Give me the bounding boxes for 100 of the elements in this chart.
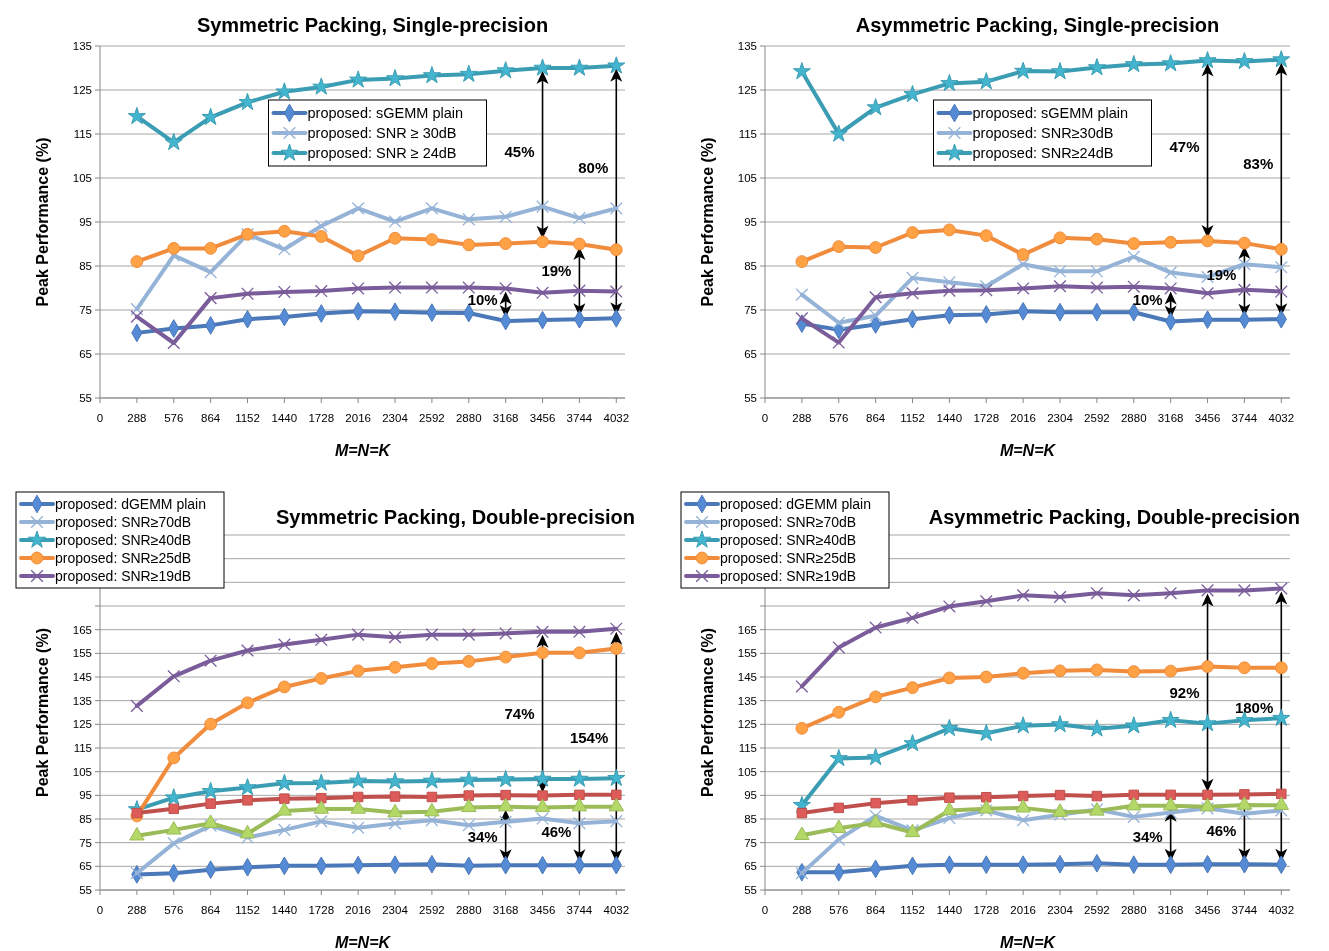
- legend-label: proposed: SNR≥24dB: [972, 145, 1114, 162]
- y-tick-label: 105: [737, 172, 757, 185]
- annotation: 10%: [467, 290, 498, 308]
- x-tick-label: 2016: [345, 412, 371, 424]
- annotation: 19%: [1206, 265, 1237, 283]
- legend-label: proposed: SNR≥19dB: [55, 567, 192, 584]
- legend-label: proposed: SNR≥25dB: [55, 549, 192, 566]
- y-tick-label: 125: [737, 84, 757, 97]
- x-tick-label: 864: [201, 904, 221, 916]
- annotation: 180%: [1234, 698, 1274, 716]
- x-tick-label: 2304: [1047, 412, 1074, 424]
- x-tick-label: 3168: [492, 904, 519, 916]
- x-tick-label: 3456: [529, 412, 556, 424]
- annotation: 34%: [467, 828, 498, 846]
- legend-label: proposed: dGEMM plain: [720, 495, 871, 512]
- y-axis-title: Peak Performance (%): [34, 628, 51, 797]
- y-tick-label: 55: [744, 392, 757, 405]
- legend-label: proposed: sGEMM plain: [307, 105, 464, 122]
- y-tick-label: 85: [744, 813, 757, 826]
- chart-title: Symmetric Packing, Double-precision: [276, 506, 635, 528]
- y-tick-label: 85: [79, 260, 92, 273]
- x-axis-title: M=N=K: [334, 934, 392, 951]
- x-axis-title: M=N=K: [999, 934, 1057, 951]
- y-tick-label: 125: [72, 718, 92, 731]
- x-tick-label: 1728: [973, 412, 1000, 424]
- x-tick-label: 0: [761, 412, 769, 424]
- x-tick-label: 576: [164, 412, 184, 424]
- y-tick-label: 105: [72, 765, 92, 778]
- x-axis-title: M=N=K: [999, 442, 1057, 459]
- x-tick-label: 2592: [419, 904, 445, 916]
- annotation: 47%: [1169, 138, 1200, 156]
- y-tick-label: 135: [72, 40, 92, 53]
- annotation: 92%: [1169, 683, 1200, 701]
- legend-label: proposed: SNR≥25dB: [720, 549, 857, 566]
- chart-title: Asymmetric Packing, Single-precision: [855, 14, 1220, 36]
- x-tick-label: 576: [164, 904, 184, 916]
- x-tick-label: 2880: [455, 904, 482, 916]
- y-axis-title: Peak Performance (%): [699, 628, 716, 797]
- y-tick-label: 165: [72, 623, 92, 636]
- y-tick-label: 155: [72, 647, 92, 660]
- annotation: 74%: [504, 704, 535, 722]
- y-tick-label: 105: [737, 765, 757, 778]
- x-tick-label: 1440: [936, 904, 963, 916]
- x-tick-label: 2304: [1047, 904, 1074, 916]
- x-tick-label: 1440: [271, 904, 298, 916]
- x-tick-label: 2304: [382, 904, 409, 916]
- y-tick-label: 135: [737, 40, 757, 53]
- annotation: 80%: [578, 158, 609, 176]
- y-tick-label: 55: [79, 392, 92, 405]
- x-tick-label: 4032: [603, 412, 630, 424]
- annotation: 19%: [541, 262, 572, 280]
- x-tick-label: 3744: [566, 412, 593, 424]
- x-tick-label: 3744: [566, 904, 593, 916]
- legend-label: proposed: sGEMM plain: [972, 105, 1129, 122]
- x-tick-label: 288: [792, 412, 812, 424]
- legend-label: proposed: SNR≥40dB: [55, 531, 192, 548]
- legend-label: proposed: dGEMM plain: [55, 495, 206, 512]
- y-axis-title: Peak Performance (%): [699, 137, 716, 307]
- x-tick-label: 1728: [308, 904, 335, 916]
- x-tick-label: 0: [96, 412, 104, 424]
- x-tick-label: 4032: [1268, 412, 1295, 424]
- x-tick-label: 2880: [1120, 904, 1147, 916]
- chart-title: Asymmetric Packing, Double-precision: [928, 506, 1300, 528]
- x-tick-label: 4032: [1268, 904, 1295, 916]
- x-tick-label: 864: [866, 904, 886, 916]
- x-tick-label: 2592: [419, 412, 445, 424]
- x-tick-label: 1728: [973, 904, 1000, 916]
- legend-label: proposed: SNR≥30dB: [972, 125, 1114, 142]
- annotation: 46%: [541, 823, 572, 841]
- x-tick-label: 1440: [271, 412, 298, 424]
- y-tick-label: 65: [744, 348, 757, 361]
- x-axis-title: M=N=K: [334, 442, 392, 459]
- x-tick-label: 3456: [529, 904, 556, 916]
- y-tick-label: 115: [73, 128, 92, 141]
- x-tick-label: 1440: [936, 412, 963, 424]
- y-tick-label: 165: [737, 623, 757, 636]
- y-tick-label: 75: [79, 304, 92, 317]
- y-tick-label: 95: [744, 789, 757, 802]
- legend-label: proposed: SNR≥70dB: [720, 513, 857, 530]
- y-tick-label: 65: [79, 348, 92, 361]
- annotation: 10%: [1132, 290, 1163, 308]
- y-tick-label: 105: [72, 172, 92, 185]
- y-tick-label: 55: [744, 884, 757, 897]
- annotation: 83%: [1243, 155, 1274, 173]
- chart-title: Symmetric Packing, Single-precision: [196, 14, 549, 36]
- x-tick-label: 2016: [1010, 412, 1036, 424]
- y-tick-label: 115: [738, 128, 757, 141]
- x-tick-label: 864: [201, 412, 221, 424]
- annotation: 46%: [1206, 822, 1237, 840]
- y-tick-label: 85: [79, 813, 92, 826]
- y-tick-label: 65: [744, 860, 757, 873]
- y-tick-label: 115: [738, 742, 757, 755]
- x-tick-label: 3168: [492, 412, 519, 424]
- y-tick-label: 135: [72, 694, 92, 707]
- y-tick-label: 95: [79, 216, 92, 229]
- y-tick-label: 65: [79, 860, 92, 873]
- x-tick-label: 288: [127, 412, 147, 424]
- y-axis-title: Peak Performance (%): [34, 137, 51, 307]
- x-tick-label: 3168: [1157, 412, 1184, 424]
- x-tick-label: 2016: [1010, 904, 1036, 916]
